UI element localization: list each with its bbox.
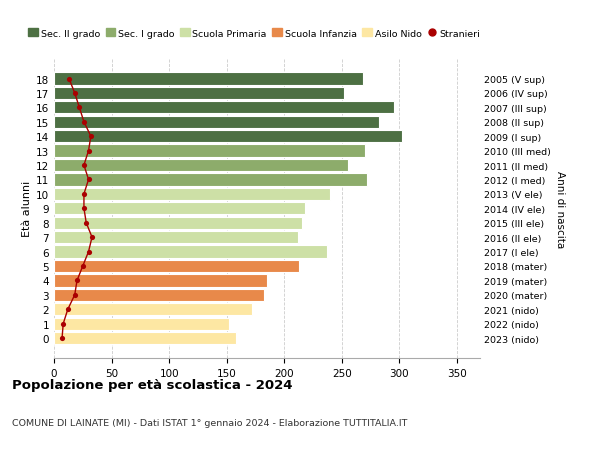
Point <box>70 90 80 97</box>
Bar <box>54 217 302 230</box>
Point <box>84 176 94 184</box>
Point <box>79 205 89 213</box>
Bar <box>54 303 252 316</box>
Point <box>79 119 89 126</box>
Point <box>70 291 80 299</box>
Bar <box>54 102 394 114</box>
Y-axis label: Età alunni: Età alunni <box>22 181 32 237</box>
Bar <box>54 188 331 201</box>
Point <box>82 219 91 227</box>
Bar <box>54 174 367 186</box>
Bar <box>54 160 347 172</box>
Point <box>84 248 94 256</box>
Text: Popolazione per età scolastica - 2024: Popolazione per età scolastica - 2024 <box>12 379 293 392</box>
Bar <box>54 145 365 157</box>
Point <box>86 133 95 140</box>
Bar <box>54 73 362 85</box>
Bar <box>54 203 305 215</box>
Bar <box>54 117 379 129</box>
Bar <box>54 260 299 273</box>
Bar <box>54 88 344 100</box>
Point <box>74 105 84 112</box>
Bar <box>54 131 402 143</box>
Legend: Sec. II grado, Sec. I grado, Scuola Primaria, Scuola Infanzia, Asilo Nido, Stran: Sec. II grado, Sec. I grado, Scuola Prim… <box>25 26 484 42</box>
Bar <box>54 231 298 244</box>
Point <box>57 335 67 342</box>
Bar <box>54 274 267 287</box>
Point <box>72 277 82 285</box>
Bar <box>54 332 236 344</box>
Point <box>64 76 74 83</box>
Point <box>58 320 68 328</box>
Y-axis label: Anni di nascita: Anni di nascita <box>555 170 565 247</box>
Point <box>79 191 89 198</box>
Bar <box>54 289 263 301</box>
Point <box>84 148 94 155</box>
Point <box>79 162 89 169</box>
Point <box>63 306 73 313</box>
Bar <box>54 246 327 258</box>
Point <box>87 234 97 241</box>
Bar <box>54 318 229 330</box>
Point <box>78 263 88 270</box>
Text: COMUNE DI LAINATE (MI) - Dati ISTAT 1° gennaio 2024 - Elaborazione TUTTITALIA.IT: COMUNE DI LAINATE (MI) - Dati ISTAT 1° g… <box>12 418 407 427</box>
